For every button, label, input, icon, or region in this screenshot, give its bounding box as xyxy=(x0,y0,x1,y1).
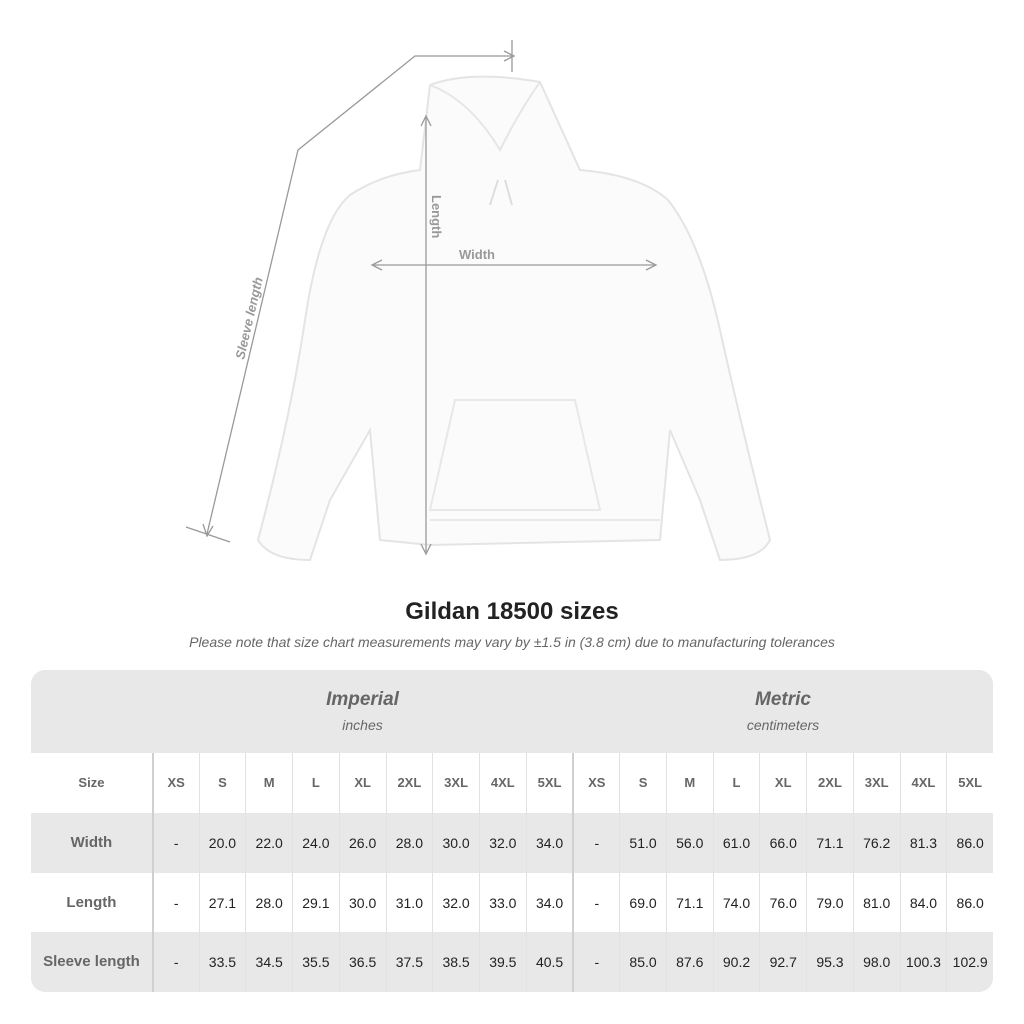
page-title: Gildan 18500 sizes xyxy=(405,598,619,625)
table-cell: S xyxy=(619,753,666,813)
table-cell: 29.1 xyxy=(292,873,339,933)
table-cell: 71.1 xyxy=(665,873,713,933)
table-cell: 84.0 xyxy=(899,873,947,933)
row-band xyxy=(31,932,993,992)
table-cell: 27.1 xyxy=(198,873,246,933)
table-cell: 76.0 xyxy=(759,873,806,933)
imperial-heading: Imperial xyxy=(326,689,399,710)
row-band xyxy=(31,813,993,873)
row-label: Width xyxy=(70,834,113,851)
table-cell: 32.0 xyxy=(432,873,479,933)
table-cell: 35.5 xyxy=(292,932,339,992)
table-cell: XL xyxy=(759,753,806,813)
table-cell: 34.0 xyxy=(525,873,573,933)
table-cell: 3XL xyxy=(432,753,479,813)
header-band xyxy=(31,670,993,753)
table-cell: - xyxy=(572,813,619,873)
table-row: Sleeve length -33.5 34.5 35.5 36.5 37.5 38.5 39… xyxy=(31,932,993,992)
table-cell: 3XL xyxy=(852,753,900,813)
table-cell: 51.0 xyxy=(619,813,666,873)
metric-group: Metric centimeters xyxy=(573,670,993,753)
table-cell: 79.0 xyxy=(806,873,853,933)
table-cell: 39.5 xyxy=(478,932,526,992)
table-cell: - xyxy=(572,873,619,933)
table-cell: 26.0 xyxy=(338,813,386,873)
table-cell: M xyxy=(665,753,713,813)
table-row: Size XS S M L XL 2XL 3XL 4XL 5XL XS S M L XL 2XL 3XL 4XL 5… xyxy=(31,753,993,813)
hoodie-diagram: Length Width Sleeve length xyxy=(185,40,772,562)
table-cell: 102.9 xyxy=(946,932,993,992)
table-cell: 85.0 xyxy=(619,932,666,992)
table-cell: 38.5 xyxy=(432,932,479,992)
table-cell: 2XL xyxy=(806,753,853,813)
table-cell: 92.7 xyxy=(759,932,806,992)
table-row: Length -27.1 28.0 29.1 30.0 31.0 32.0 33.0 34.0-… xyxy=(31,873,993,933)
table-cell: - xyxy=(151,873,199,933)
table-cell: S xyxy=(198,753,246,813)
table-cell: 40.5 xyxy=(525,932,573,992)
table-cell: 66.0 xyxy=(759,813,806,873)
row-label: Sleeve length xyxy=(43,953,140,970)
table-cell: L xyxy=(712,753,760,813)
width-label: Width xyxy=(459,247,495,262)
table-cell: 95.3 xyxy=(806,932,853,992)
imperial-group: Imperial inches xyxy=(152,670,573,753)
table-cell: 34.0 xyxy=(525,813,573,873)
table-cell: 4XL xyxy=(478,753,526,813)
table-cell: 33.5 xyxy=(198,932,246,992)
tolerance-note: Please note that size chart measurements… xyxy=(189,634,835,650)
sleeve-length-label: Sleeve length xyxy=(232,276,265,361)
table-cell: 5XL xyxy=(525,753,573,813)
table-cell: 22.0 xyxy=(245,813,292,873)
table-cell: 37.5 xyxy=(385,932,433,992)
table-cell: 71.1 xyxy=(806,813,853,873)
table-cell: 20.0 xyxy=(198,813,246,873)
table-cell: 5XL xyxy=(946,753,993,813)
table-cell: 33.0 xyxy=(478,873,526,933)
table-cell: 30.0 xyxy=(338,873,386,933)
table-cell: L xyxy=(292,753,339,813)
table-cell: 31.0 xyxy=(385,873,433,933)
table-cell: XS xyxy=(572,753,619,813)
row-label: Size xyxy=(78,775,105,790)
table-cell: 69.0 xyxy=(619,873,666,933)
imperial-unit: inches xyxy=(342,717,383,733)
table-cell: - xyxy=(151,932,199,992)
size-table: Imperial inches Metric centimeters Size X… xyxy=(31,670,993,992)
table-cell: 81.0 xyxy=(852,873,900,933)
table-cell: 61.0 xyxy=(712,813,760,873)
table-cell: 56.0 xyxy=(665,813,713,873)
table-cell: 28.0 xyxy=(385,813,433,873)
table-cell: 32.0 xyxy=(478,813,526,873)
table-cell: M xyxy=(245,753,292,813)
table-cell: 30.0 xyxy=(432,813,479,873)
table-cell: 4XL xyxy=(899,753,947,813)
table-cell: 28.0 xyxy=(245,873,292,933)
table-cell: 74.0 xyxy=(712,873,760,933)
hoodie-image xyxy=(256,75,772,562)
table-cell: 34.5 xyxy=(245,932,292,992)
table-cell: 81.3 xyxy=(899,813,947,873)
table-cell: 36.5 xyxy=(338,932,386,992)
length-label: Length xyxy=(429,195,444,238)
table-cell: 98.0 xyxy=(852,932,900,992)
table-cell: 100.3 xyxy=(899,932,947,992)
table-cell: - xyxy=(572,932,619,992)
table-cell: 76.2 xyxy=(852,813,900,873)
table-cell: XL xyxy=(338,753,386,813)
table-row: Width -20.0 22.0 24.0 26.0 28.0 30.0 32.0 34.0-5… xyxy=(31,813,993,873)
measure-lines xyxy=(185,40,658,556)
table-cell: XS xyxy=(151,753,199,813)
table-cell: 87.6 xyxy=(665,932,713,992)
metric-heading: Metric xyxy=(755,689,811,710)
table-cell: - xyxy=(151,813,199,873)
table-cell: 24.0 xyxy=(292,813,339,873)
table-cell: 86.0 xyxy=(946,873,993,933)
table-cell: 2XL xyxy=(385,753,433,813)
table-cell: 90.2 xyxy=(712,932,760,992)
row-label: Length xyxy=(66,894,117,911)
table-cell: 86.0 xyxy=(946,813,993,873)
metric-unit: centimeters xyxy=(746,717,820,733)
